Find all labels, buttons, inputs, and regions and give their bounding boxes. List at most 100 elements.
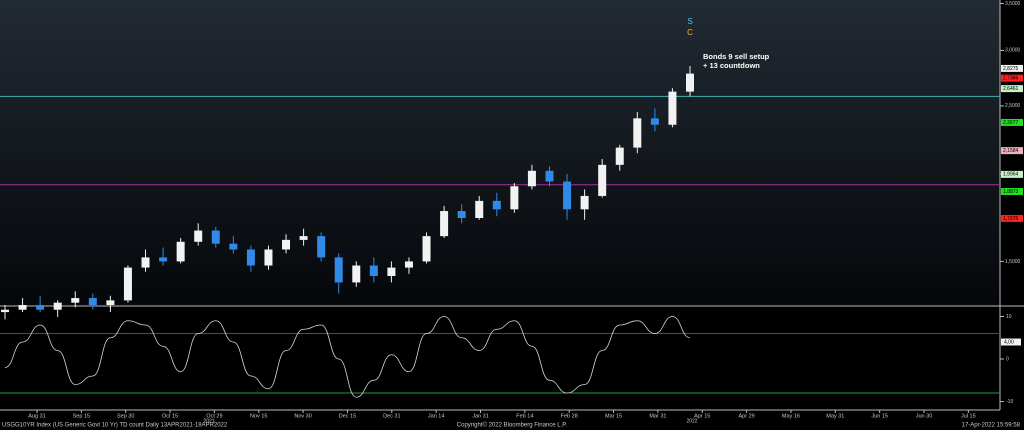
- candle-body: [545, 170, 554, 182]
- candle-body: [194, 230, 203, 242]
- candle-body: [211, 230, 220, 244]
- candle-body: [141, 257, 150, 268]
- candle-body: [106, 300, 115, 305]
- x-tick-label: Mar 31: [649, 413, 666, 419]
- x-tick-label: Feb 28: [561, 413, 578, 419]
- signal: C: [687, 28, 693, 37]
- candle-body: [510, 186, 519, 210]
- candle-body: [352, 265, 361, 283]
- x-tick-label: Oct 15: [162, 413, 178, 419]
- x-tick-label: Dec 31: [383, 413, 400, 419]
- y-tick-label: 1,5000: [1005, 259, 1021, 265]
- price-tag: [1001, 170, 1023, 178]
- annotation: Bonds 9 sell setup: [703, 52, 770, 61]
- price-tag: [1001, 64, 1023, 72]
- candle-body: [563, 181, 572, 210]
- oscillator-panel: [0, 308, 1000, 410]
- candle-body: [668, 91, 677, 125]
- candle-body: [527, 170, 536, 187]
- candle-body: [492, 200, 501, 210]
- candle-body: [334, 257, 343, 283]
- price-tag-label: 1,7275: [1003, 216, 1019, 222]
- x-tick-label: May 31: [826, 413, 844, 419]
- price-tag-label: 2,6461: [1003, 86, 1019, 92]
- x-tick-label: Dec 15: [339, 413, 356, 419]
- y-tick-label: -10: [1006, 399, 1013, 405]
- candle-body: [387, 267, 396, 276]
- x-tick-label: Sep 30: [117, 413, 134, 419]
- candle-body: [686, 73, 694, 92]
- x-tick-label: Jan 14: [428, 413, 445, 419]
- candle-body: [615, 147, 624, 165]
- x-tick-label: May 16: [782, 413, 800, 419]
- y-tick-label: 10: [1006, 314, 1012, 320]
- price-panel: [0, 0, 1000, 305]
- x-tick-label: Jul 15: [961, 413, 976, 419]
- price-tag-label: 2,8275: [1003, 66, 1019, 72]
- year-label: 2022: [686, 418, 697, 424]
- candle-body: [440, 211, 449, 237]
- candle-body: [88, 298, 97, 305]
- annotation: + 13 countdown: [703, 61, 760, 70]
- y-tick-label: 3,0000: [1005, 48, 1021, 54]
- candle-body: [18, 305, 27, 310]
- candle-body: [580, 195, 589, 210]
- year-label: 2021: [203, 418, 214, 424]
- price-tag-label: 2,3677: [1003, 120, 1019, 126]
- price-tag-label: 1,8873: [1003, 189, 1019, 195]
- candle-body: [53, 302, 62, 310]
- x-tick-label: Sep 15: [73, 413, 90, 419]
- x-tick-label: Jun 15: [871, 413, 888, 419]
- copyright: Copyright© 2022 Bloomberg Finance L.P.: [457, 422, 568, 429]
- y-tick-label: 0: [1006, 356, 1009, 362]
- candle-body: [123, 267, 132, 301]
- candle-body: [264, 249, 273, 266]
- candle-body: [299, 236, 308, 240]
- header: USGG10YR Index (US Generic Govt 10 Yr) T…: [2, 423, 228, 429]
- price-tag-label: 2,7386: [1003, 75, 1019, 81]
- x-tick-label: Mar 15: [605, 413, 622, 419]
- x-tick-label: Oct 29: [206, 413, 222, 419]
- candle-body: [457, 211, 466, 218]
- candle-body: [71, 298, 80, 303]
- candle-body: [229, 243, 238, 250]
- candle-body: [422, 236, 431, 262]
- candle-body: [317, 236, 326, 258]
- price-tag-label: 1,9964: [1003, 172, 1019, 178]
- price-tag: [1001, 188, 1023, 196]
- price-tag: [1001, 85, 1023, 93]
- candle-body: [176, 241, 185, 262]
- candle-body: [159, 257, 168, 262]
- signal: S: [687, 17, 692, 26]
- x-tick-label: Aug 31: [28, 413, 45, 419]
- x-tick-label: Apr 29: [738, 413, 754, 419]
- x-tick-label: Feb 14: [516, 413, 533, 419]
- price-tag-label: 2,1584: [1003, 148, 1019, 154]
- price-tag: [1001, 74, 1023, 82]
- x-tick-label: Jun 30: [916, 413, 933, 419]
- candle-body: [404, 261, 413, 268]
- candle-body: [633, 118, 642, 148]
- timestamp: 17-Apr-2022 15:59:58: [962, 423, 1021, 429]
- x-tick-label: Apr 15: [694, 413, 710, 419]
- x-tick-label: Nov 30: [294, 413, 311, 419]
- oscillator-tag-label: 4,00: [1004, 339, 1014, 345]
- candle-body: [369, 265, 378, 276]
- candle-body: [246, 249, 255, 266]
- y-tick-label: 2,5000: [1005, 103, 1021, 109]
- oscillator-line: [4, 316, 691, 398]
- x-tick-label: Jan 31: [472, 413, 489, 419]
- candle-body: [650, 118, 659, 125]
- candle-body: [598, 164, 607, 196]
- candle-body: [1, 309, 9, 313]
- price-tag: [1001, 214, 1023, 222]
- price-tag: [1001, 147, 1023, 155]
- candle-body: [282, 239, 291, 250]
- candle-body: [36, 305, 45, 310]
- oscillator-tag: [1001, 338, 1021, 346]
- candle-body: [475, 200, 484, 218]
- x-tick-label: Nov 15: [250, 413, 267, 419]
- y-tick-label: 3,5000: [1005, 1, 1021, 7]
- price-tag: [1001, 118, 1023, 126]
